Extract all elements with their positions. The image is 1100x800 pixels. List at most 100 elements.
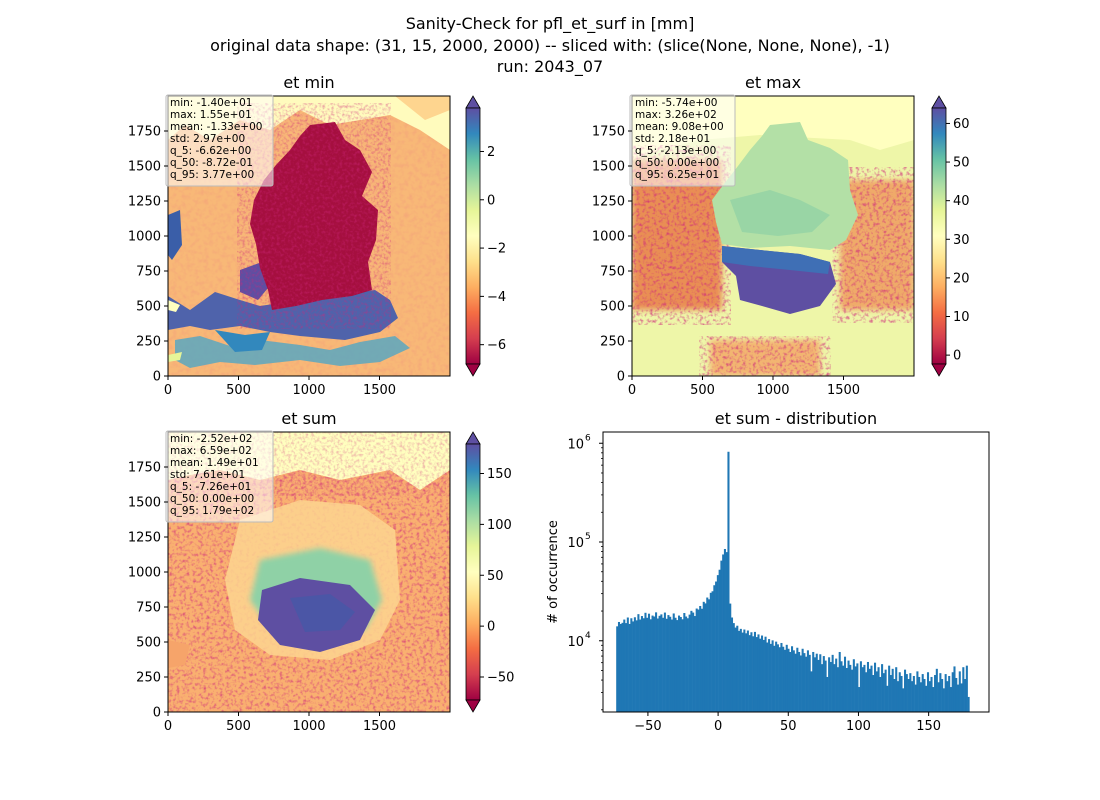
histogram-bar xyxy=(730,617,734,712)
histogram-bar xyxy=(951,672,954,712)
histogram-bar xyxy=(868,668,871,712)
histogram-bar xyxy=(625,623,628,712)
histogram-bar xyxy=(898,672,901,712)
histogram-bar xyxy=(851,669,854,712)
histogram-bar xyxy=(723,548,726,712)
histogram-bar xyxy=(775,641,778,712)
histogram-bar xyxy=(711,591,714,712)
histogram-bar xyxy=(639,619,642,712)
histogram-bar xyxy=(907,679,910,712)
histogram-bar xyxy=(813,657,817,712)
histogram-bar xyxy=(806,650,809,712)
histogram-bar xyxy=(633,617,636,712)
histogram-bar xyxy=(799,655,802,712)
histogram-bar xyxy=(755,637,758,712)
x-tick-label: 0 xyxy=(164,383,172,398)
x-tick-label: 150 xyxy=(916,719,941,734)
histogram-bar xyxy=(919,682,922,712)
histogram-bar xyxy=(865,672,868,712)
y-tick-label: 500 xyxy=(136,300,161,315)
colorbar-et-sum: 150 100 50 0 −50 xyxy=(465,431,514,713)
histogram-bar xyxy=(955,677,958,712)
colorbar-tick-label: −2 xyxy=(487,242,506,257)
histogram-bar xyxy=(760,635,764,712)
histogram-bar xyxy=(819,654,822,712)
histogram-bar xyxy=(882,673,885,712)
colorbar-tick-label: 10 xyxy=(953,310,970,325)
colorbar-tick-label: 20 xyxy=(953,271,970,286)
histogram-bar xyxy=(783,649,787,712)
stat-line: q_5: -7.26e+01 xyxy=(170,481,251,493)
histogram-bar xyxy=(692,612,695,712)
histogram-bar xyxy=(748,635,751,712)
histogram-bar xyxy=(632,621,635,712)
histogram-bar xyxy=(753,631,756,712)
histogram-bar xyxy=(715,581,718,712)
histogram-bar xyxy=(771,640,774,712)
histogram-bar xyxy=(828,657,831,712)
histogram-bar xyxy=(647,613,651,712)
histogram-bar xyxy=(706,597,709,712)
axis-ticks-et-min: 0 500 1000 1500 0 250 500 750 1000 1250 1500 1750 xyxy=(128,125,396,399)
stat-line: max: 1.55e+01 xyxy=(170,109,252,121)
histogram-bar xyxy=(958,671,961,712)
colorbar-tick-label: 40 xyxy=(953,194,970,209)
histogram-bar xyxy=(891,668,894,712)
y-tick-label: 0 xyxy=(153,370,161,385)
y-tick-label: 500 xyxy=(600,300,625,315)
suptitle-line-1: Sanity-Check for pfl_et_surf in [mm] xyxy=(406,14,695,34)
histogram-bar xyxy=(918,676,921,712)
histogram-bar xyxy=(746,630,749,712)
histogram-bar xyxy=(729,603,732,712)
histogram-bar xyxy=(870,665,873,712)
y-tick-label: 750 xyxy=(136,601,161,616)
y-tick-label: 1250 xyxy=(592,195,625,210)
histogram-bar xyxy=(964,679,967,712)
y-tick-label: 1000 xyxy=(128,566,161,581)
histogram-bar xyxy=(616,626,619,712)
y-tick-label: 750 xyxy=(600,265,625,280)
histogram-bar xyxy=(932,687,935,712)
histogram-bar xyxy=(939,673,942,712)
histogram-bar xyxy=(619,623,622,712)
stat-line: min: -2.52e+02 xyxy=(170,433,252,445)
histogram-bar xyxy=(872,675,875,712)
axis-ticks-et-max: 0 500 1000 1500 0 250 500 750 1000 1250 1500 1750 xyxy=(592,125,860,399)
histogram-bar xyxy=(766,642,769,712)
heatmap-image-et-min xyxy=(168,96,450,376)
stats-box-et-sum: min: -2.52e+02 max: 6.59e+02 mean: 1.49e… xyxy=(165,430,274,523)
x-tick-label: 500 xyxy=(226,719,251,734)
histogram-bar xyxy=(773,645,776,712)
histogram-bar xyxy=(833,664,836,712)
histogram-bar xyxy=(782,646,785,712)
colorbar-tick-label: 0 xyxy=(487,193,495,208)
histogram-bar xyxy=(720,560,723,712)
histogram-bar xyxy=(926,672,930,712)
stat-line: max: 6.59e+02 xyxy=(170,445,252,457)
histogram-bar xyxy=(700,608,704,712)
colorbar-et-min: 2 0 −2 −4 −6 xyxy=(465,95,506,377)
histogram-bar xyxy=(667,615,670,712)
y-axis-label-distribution: # of occurrence xyxy=(546,520,561,624)
histogram-bar xyxy=(630,618,633,712)
histogram-bar xyxy=(953,666,956,712)
y-tick-label: 1750 xyxy=(592,125,625,140)
histogram-bar xyxy=(646,617,649,712)
histogram-bar xyxy=(941,679,944,712)
y-tick-label: 1000 xyxy=(128,230,161,245)
histogram-bar xyxy=(665,618,668,712)
histogram-bar xyxy=(762,639,765,712)
histogram-bar xyxy=(949,687,952,712)
x-tick-label: 0 xyxy=(714,719,722,734)
histogram-bar xyxy=(863,664,866,712)
histogram-bar xyxy=(681,619,684,712)
histogram-bar xyxy=(670,619,673,712)
y-tick-exponent: 6 xyxy=(585,433,591,443)
histogram-bar xyxy=(895,667,898,712)
x-tick-label: 100 xyxy=(846,719,871,734)
y-tick-label: 1500 xyxy=(592,160,625,175)
histogram-bar xyxy=(944,674,947,712)
histogram-bar xyxy=(768,639,771,712)
